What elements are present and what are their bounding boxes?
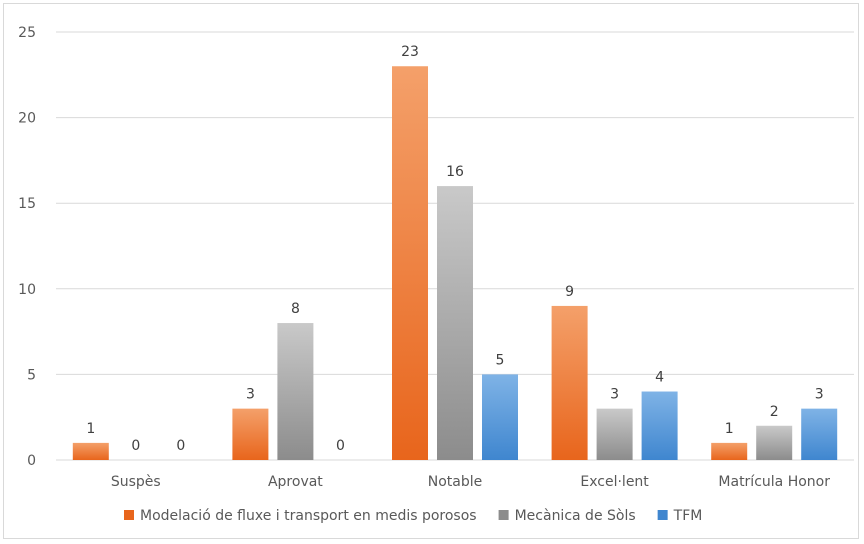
bar-mecànica-2 xyxy=(437,186,473,460)
bar-tfm-2 xyxy=(482,374,518,460)
legend-label: Modelació de fluxe i transport en medis … xyxy=(140,508,477,524)
legend-label: TFM xyxy=(673,508,703,524)
data-label: 0 xyxy=(176,438,185,454)
chart-frame: 0 5 10 15 20 25 1 0 0 3 8 0 23 16 5 9 3 4 1 2 3 Suspès Aprov… xyxy=(3,3,859,539)
y-tick-label: 10 xyxy=(18,282,36,298)
bar-modelació-0 xyxy=(72,442,109,460)
legend-swatch xyxy=(657,510,668,520)
y-tick-label: 15 xyxy=(18,196,36,212)
data-label: 3 xyxy=(610,387,619,403)
data-label: 9 xyxy=(565,284,574,300)
data-label: 23 xyxy=(401,44,419,60)
legend-label: Mecànica de Sòls xyxy=(515,508,636,524)
category-label: Excel·lent xyxy=(580,474,649,490)
category-label: Notable xyxy=(428,474,483,490)
y-tick-label: 0 xyxy=(27,453,36,469)
bar-mecànica-1 xyxy=(277,323,314,460)
data-label: 4 xyxy=(655,370,664,386)
bar-mecànica-4 xyxy=(756,425,793,460)
bar-tfm-4 xyxy=(801,408,838,460)
bar-tfm-3 xyxy=(641,391,678,460)
legend-swatch xyxy=(498,510,509,520)
data-label: 5 xyxy=(496,352,505,368)
data-label: 3 xyxy=(246,387,255,403)
data-label: 0 xyxy=(336,438,345,454)
category-label: Aprovat xyxy=(268,474,323,490)
bars xyxy=(72,66,838,461)
y-tick-label: 5 xyxy=(27,367,36,383)
y-axis-ticks: 0 5 10 15 20 25 xyxy=(18,25,36,469)
bar-modelació-2 xyxy=(392,66,428,461)
data-label: 8 xyxy=(291,301,300,317)
data-label: 0 xyxy=(131,438,140,454)
bar-modelació-1 xyxy=(232,408,269,460)
bar-modelació-4 xyxy=(711,442,748,460)
legend-swatch xyxy=(124,510,134,520)
bar-modelació-3 xyxy=(551,305,588,460)
data-label: 1 xyxy=(725,421,734,437)
data-label: 16 xyxy=(446,164,464,180)
data-label: 1 xyxy=(86,421,95,437)
bar-mecànica-3 xyxy=(596,408,633,460)
legend: Modelació de fluxe i transport en medis … xyxy=(124,508,702,524)
category-labels: Suspès Aprovat Notable Excel·lent Matrícula … xyxy=(111,474,830,490)
y-tick-label: 20 xyxy=(18,111,36,127)
category-label: Suspès xyxy=(111,474,161,490)
data-label: 2 xyxy=(770,404,779,420)
category-label: Matrícula Honor xyxy=(718,474,830,490)
y-tick-label: 25 xyxy=(18,25,36,41)
data-label: 3 xyxy=(815,387,824,403)
